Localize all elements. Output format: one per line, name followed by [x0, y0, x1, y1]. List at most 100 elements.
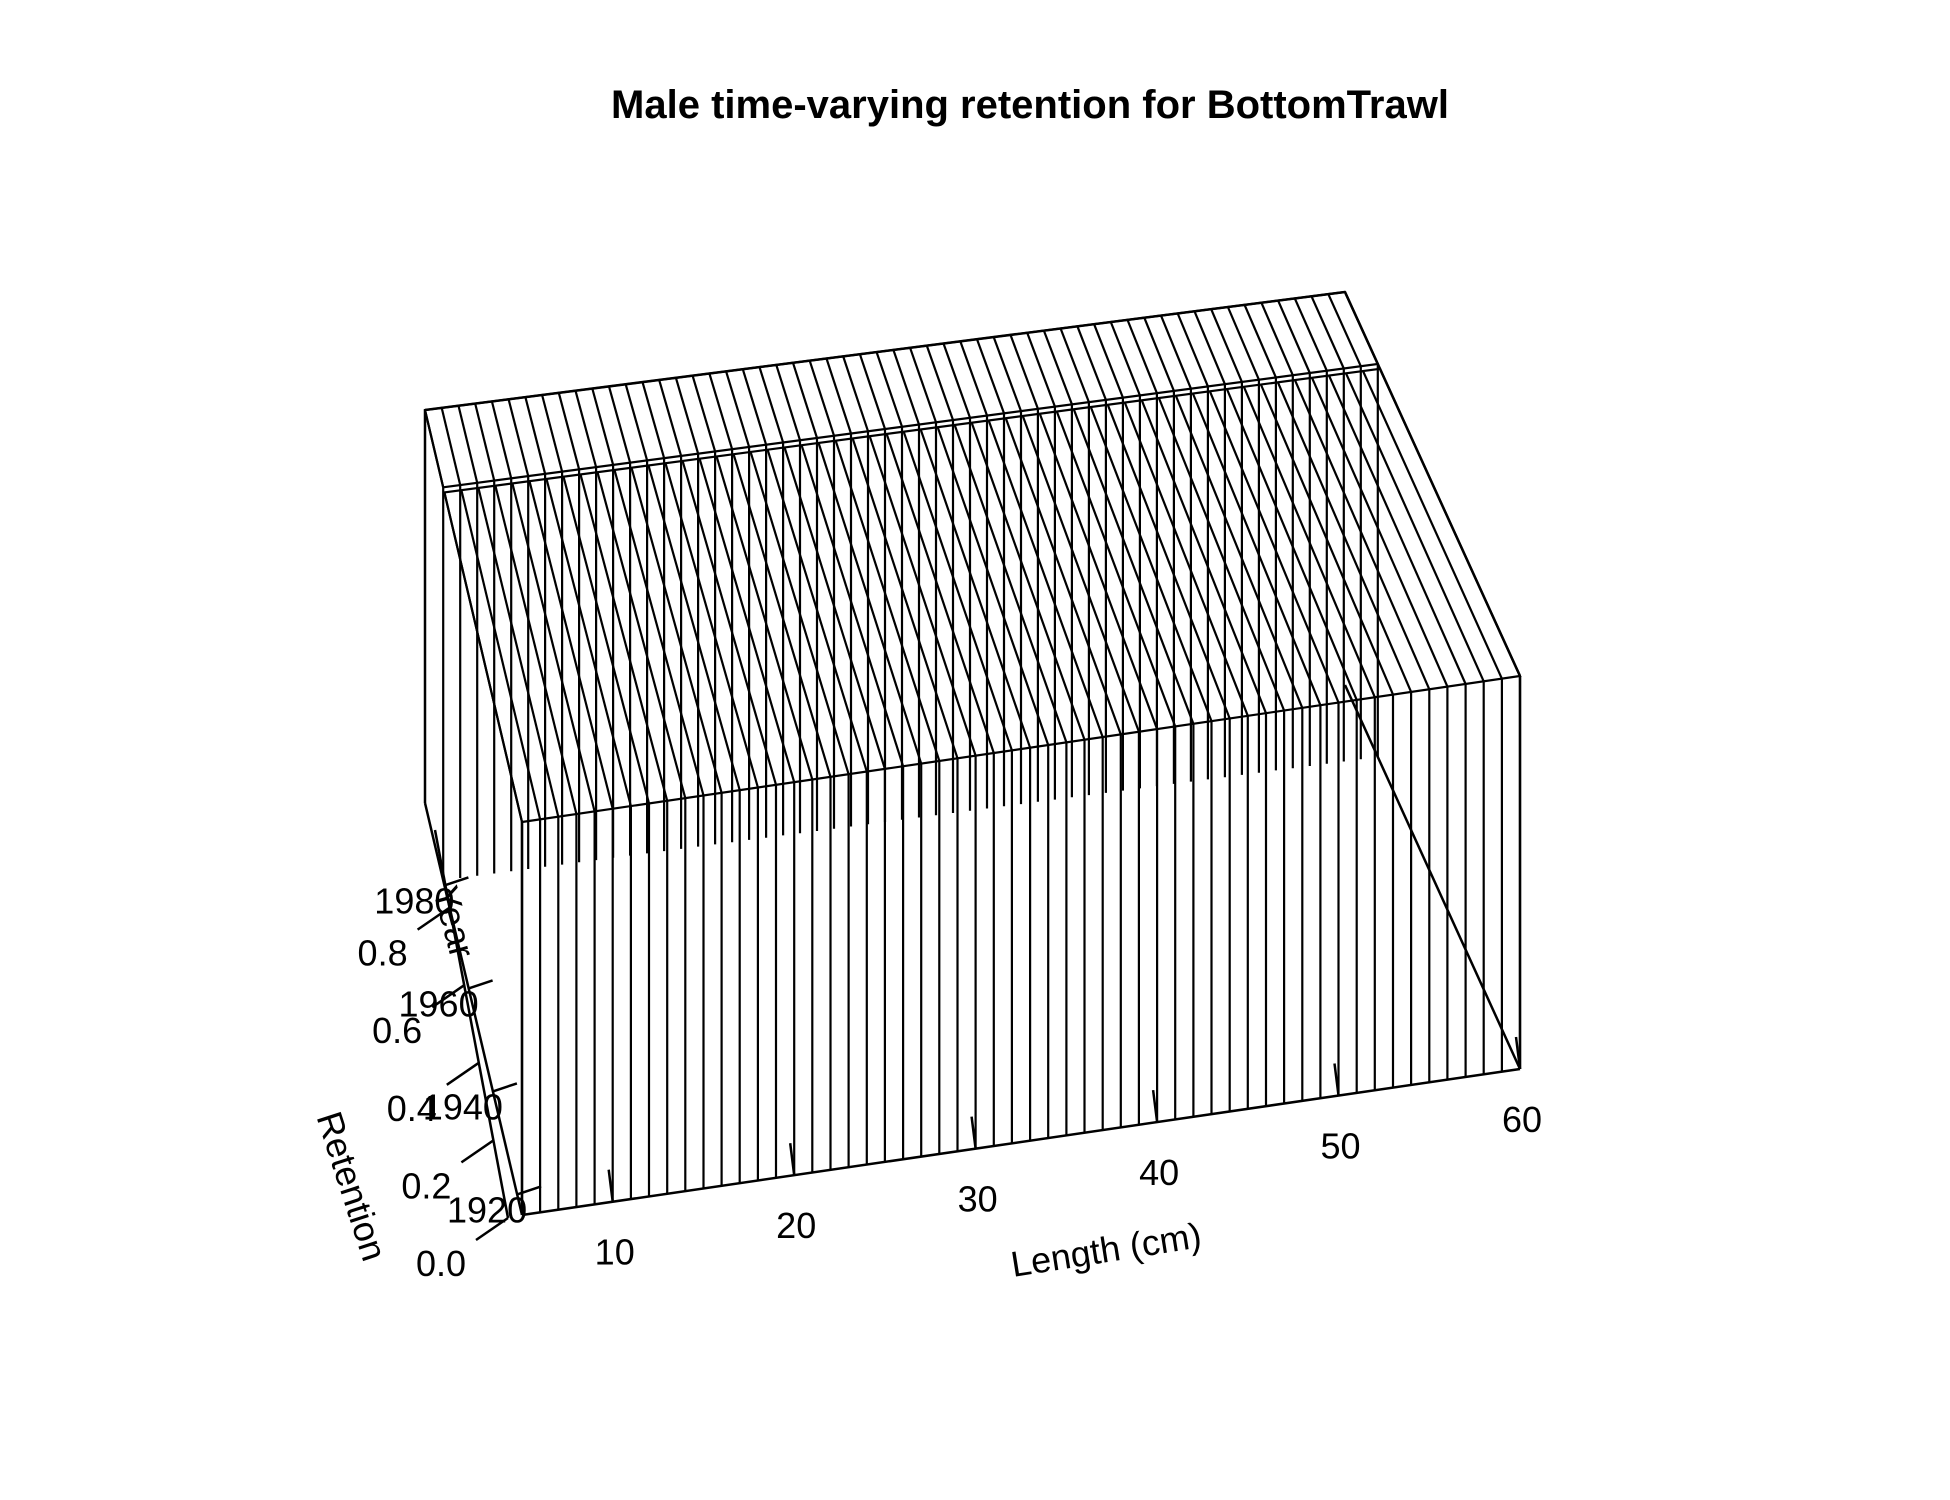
surface-strip [1159, 315, 1192, 390]
surface-strip [925, 345, 955, 421]
surface-strip [1293, 379, 1431, 690]
surface-strip [800, 444, 905, 767]
surface-strip [624, 384, 649, 461]
box-edge [424, 290, 1346, 412]
surface-strip [741, 368, 768, 446]
surface-strip [992, 336, 1023, 412]
surface-strip [613, 469, 705, 796]
surface-strip [1226, 306, 1260, 381]
surface-strip [842, 356, 870, 432]
surface-strip [1055, 411, 1177, 727]
surface-strip [591, 388, 615, 466]
surface-strip [1021, 415, 1140, 733]
x-tick-label: 20 [776, 1205, 816, 1246]
z-axis-label: Retention [309, 1107, 396, 1266]
surface-strip [851, 438, 959, 759]
surface-strip [507, 399, 530, 477]
surface-strip [528, 480, 614, 809]
surface-strip [1059, 328, 1090, 403]
z-tick [431, 984, 465, 1009]
surface-strip [511, 483, 596, 812]
surface-strip [1344, 372, 1485, 682]
surface-strip [817, 442, 923, 764]
surface-strip [557, 392, 581, 470]
surface-strip [440, 407, 462, 486]
box-edge [1343, 291, 1522, 677]
surface-strip [1174, 395, 1304, 709]
y-tick [492, 1082, 518, 1093]
surface-strip [1277, 300, 1311, 374]
surface-strip [545, 478, 632, 807]
surface-strip [1106, 404, 1231, 719]
surface-strip [474, 403, 496, 481]
z-axis-line [433, 829, 510, 1219]
surface-strip [574, 390, 598, 468]
surface-strip [1026, 332, 1056, 407]
surface-strip [1076, 325, 1107, 401]
surface-strip [647, 465, 741, 791]
x-tick [607, 1169, 614, 1202]
surface-strip [1243, 304, 1277, 378]
surface-strip [758, 366, 785, 443]
surface-strip [1208, 390, 1340, 703]
z-tick [475, 1216, 509, 1242]
surface-strip [715, 456, 814, 780]
surface-strip [791, 362, 819, 439]
surface-strip [674, 377, 700, 454]
x-tick-label: 10 [595, 1232, 635, 1273]
surface-strip [858, 353, 887, 430]
surface-strip [1072, 408, 1195, 725]
x-tick [970, 1116, 977, 1149]
surface-strip [1210, 308, 1243, 383]
surface-strip [959, 340, 989, 416]
surface-strip [1042, 330, 1073, 405]
surface-strip [698, 458, 796, 783]
surface-strip [1038, 413, 1159, 730]
surface-strip [541, 394, 564, 472]
surface-strip [987, 420, 1104, 738]
surface-strip [808, 360, 836, 437]
surface-strip [953, 424, 1068, 743]
y-tick [516, 1185, 542, 1196]
surface-strip [936, 426, 1050, 746]
x-tick-label: 30 [958, 1179, 998, 1220]
z-tick [416, 906, 451, 931]
surface-strip [1327, 375, 1467, 685]
surface-strip [834, 440, 941, 762]
surface-strip [490, 401, 513, 479]
surface-strip [885, 433, 995, 754]
z-tick-label: 0.0 [416, 1243, 466, 1284]
surface-strip [1093, 323, 1124, 399]
surface-strip [691, 375, 717, 452]
surface-strip [1109, 321, 1141, 396]
surface-strip [596, 471, 687, 799]
x-tick [788, 1143, 796, 1176]
x-tick-label: 50 [1320, 1126, 1360, 1167]
z-tick [460, 1139, 495, 1164]
y-tick [444, 876, 469, 887]
surface-strip [658, 379, 683, 457]
z-axis: 0.0 0.2 0.4 0.6 0.8 [358, 829, 510, 1284]
x-tick-label: 40 [1139, 1152, 1179, 1193]
surface-strip [1310, 377, 1449, 688]
surface-strip [524, 396, 547, 475]
surface-strip [460, 489, 542, 820]
surface-strip [1126, 319, 1158, 394]
surface-strip [1143, 317, 1175, 392]
surface-strip [1176, 313, 1209, 387]
surface-strip [825, 358, 853, 434]
surface-strip [1310, 295, 1345, 369]
surface-strip [1009, 334, 1039, 410]
z-tick [446, 1061, 480, 1086]
plot-box [423, 290, 1522, 1217]
surface-strip [1260, 302, 1294, 376]
surface-strip [1140, 399, 1268, 714]
surface-strip [909, 347, 938, 423]
y-axis-label: Year [425, 881, 483, 962]
surface-strip [1089, 406, 1213, 722]
box-edge [1343, 684, 1522, 1070]
surface-strip [664, 462, 759, 788]
surface-strip [1191, 393, 1322, 706]
surface-strip [1361, 370, 1503, 680]
